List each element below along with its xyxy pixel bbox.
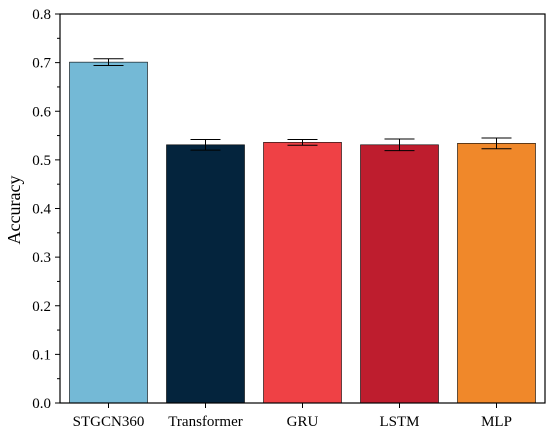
y-ticks-group: 0.0 0.1 0.2 0.3 0.4 0.5 0.6 0.7 0.8 [32, 7, 60, 412]
y-tick-label-0-5: 0.5 [32, 153, 51, 169]
y-tick-label-0-3: 0.3 [32, 250, 51, 266]
bars-group [69, 61, 536, 404]
bar-stgcn360 [69, 61, 148, 404]
x-tick-label-transformer: Transformer [168, 414, 242, 430]
error-bar-transformer [190, 138, 221, 151]
error-bar-lstm [384, 138, 415, 152]
y-axis-title: Accuracy [4, 176, 24, 245]
x-tick-label-mlp: MLP [481, 414, 512, 430]
error-bar-gru [287, 138, 318, 146]
error-bar-mlp [481, 137, 512, 150]
y-tick-label-0-6: 0.6 [32, 104, 51, 120]
x-tick-label-stgcn360: STGCN360 [73, 414, 145, 430]
x-tick-label-lstm: LSTM [379, 414, 419, 430]
y-tick-label-0-7: 0.7 [32, 56, 51, 72]
y-tick-label-0-4: 0.4 [32, 202, 51, 218]
x-ticks-group: STGCN360 Transformer GRU LSTM MLP [73, 403, 512, 430]
bar-mlp [457, 143, 536, 404]
y-tick-label-0-2: 0.2 [32, 299, 51, 315]
y-tick-label-0-0: 0.0 [32, 396, 51, 412]
bar-gru [263, 142, 342, 404]
error-bars-group [93, 58, 512, 152]
bar-lstm [360, 144, 439, 404]
x-tick-label-gru: GRU [287, 414, 319, 430]
y-tick-label-0-8: 0.8 [32, 7, 51, 23]
bar-transformer [166, 144, 245, 404]
y-tick-label-0-1: 0.1 [32, 347, 51, 363]
error-bar-stgcn360 [93, 58, 124, 67]
